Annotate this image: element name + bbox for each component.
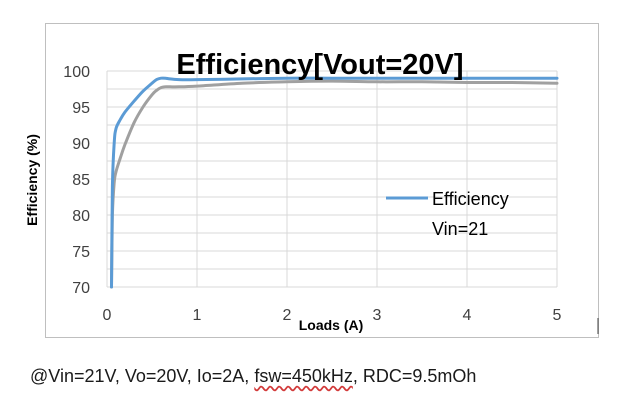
chart-border <box>45 23 599 338</box>
y-axis-label: Efficiency (%) <box>24 134 40 226</box>
y-tick-label: 95 <box>72 100 90 117</box>
legend: Efficiency Vin=21 <box>386 189 509 239</box>
caption-text-start: @Vin=21V, Vo=20V, Io=2A, <box>30 366 255 386</box>
y-tick-label: 70 <box>72 280 90 297</box>
series-line-efficiency <box>110 76 559 289</box>
legend-entry-efficiency: Efficiency <box>432 189 509 209</box>
x-axis-label: Loads (A) <box>299 317 364 333</box>
y-tick-label: 75 <box>72 244 90 261</box>
x-tick-label: 1 <box>193 307 202 324</box>
caption-fsw: fsw=450kHz <box>254 366 353 386</box>
y-tick-label: 80 <box>72 208 90 225</box>
x-tick-label: 4 <box>463 307 472 324</box>
grid-lines <box>106 70 558 288</box>
y-tick-label: 100 <box>63 64 90 81</box>
y-tick-label: 85 <box>72 172 90 189</box>
chart-title: Efficiency[Vout=20V] <box>176 49 463 81</box>
legend-entry-vin: Vin=21 <box>432 219 488 239</box>
series-lines <box>110 76 559 289</box>
series-line-secondary <box>110 79 559 289</box>
x-tick-label: 5 <box>553 307 562 324</box>
x-tick-label: 2 <box>283 307 292 324</box>
x-tick-label: 3 <box>373 307 382 324</box>
caption-text-end: , RDC=9.5mOh <box>352 366 477 386</box>
caption: @Vin=21V, Vo=20V, Io=2A, fsw=450kHz, RDC… <box>30 366 476 387</box>
x-tick-label: 0 <box>103 307 112 324</box>
y-tick-label: 90 <box>72 136 90 153</box>
tick-labels: 70 75 80 85 90 95 100 0 1 2 3 4 5 <box>63 64 561 324</box>
